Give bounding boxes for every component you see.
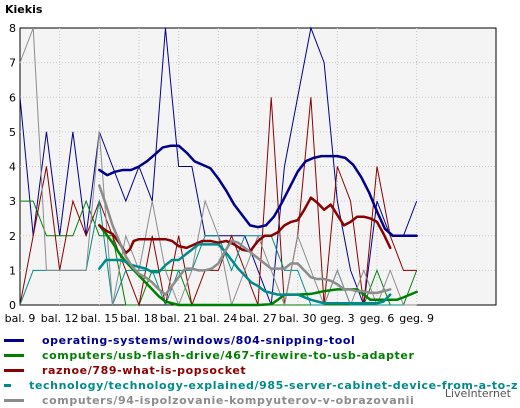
series-raw-line-3	[19, 97, 417, 307]
y-tick-label: 8	[9, 22, 16, 35]
y-tick-label: 5	[9, 126, 16, 139]
legend-label-3: raznoe/789-what-is-popsocket	[42, 364, 247, 377]
y-tick-label: 2	[9, 230, 16, 243]
x-tick-label: bal. 21	[160, 312, 198, 325]
x-tick-label: bal. 27	[239, 312, 277, 325]
legend: operating-systems/windows/804-snipping-t…	[2, 333, 518, 408]
y-axis-ticks: 0 1 2 3 4 5 6 7 8	[9, 22, 16, 312]
x-tick-label: geg. 9	[399, 312, 434, 325]
smoothed-series-lines	[98, 144, 418, 307]
series-smooth-line-3	[98, 196, 392, 255]
legend-swatch-1	[4, 339, 24, 342]
series-smooth-line-1	[98, 144, 418, 237]
legend-label-2: computers/usb-flash-drive/467-firewire-t…	[42, 349, 415, 362]
legend-item-1: operating-systems/windows/804-snipping-t…	[2, 333, 518, 348]
legend-item-4: technology/technology-explained/985-serv…	[2, 378, 518, 393]
legend-swatch-5	[4, 399, 24, 402]
legend-swatch-3	[4, 369, 24, 372]
legend-swatch-2	[4, 354, 24, 357]
x-tick-label: geg. 3	[320, 312, 355, 325]
liveinternet-credit: LiveInternet	[444, 387, 511, 400]
series-smooth-line-5	[98, 184, 392, 296]
x-tick-label: bal. 30	[279, 312, 317, 325]
legend-item-3: raznoe/789-what-is-popsocket	[2, 363, 518, 378]
legend-label-4: technology/technology-explained/985-serv…	[29, 379, 518, 392]
legend-item-5: computers/94-ispolzovanie-kompyuterov-v-…	[2, 393, 518, 408]
series-raw-line-5	[19, 27, 417, 307]
y-tick-label: 3	[9, 195, 16, 208]
y-tick-label: 7	[9, 57, 16, 70]
x-tick-label: bal. 9	[5, 312, 36, 325]
y-tick-label: 6	[9, 91, 16, 104]
x-tick-label: geg. 6	[360, 312, 395, 325]
chart-title: Kiekis	[5, 3, 43, 16]
legend-swatch-4	[4, 384, 12, 387]
x-tick-label: bal. 24	[199, 312, 237, 325]
x-tick-label: bal. 18	[120, 312, 158, 325]
y-tick-label: 1	[9, 264, 16, 277]
legend-label-5: computers/94-ispolzovanie-kompyuterov-v-…	[42, 394, 415, 407]
y-tick-label: 4	[9, 161, 16, 174]
y-tick-label: 0	[9, 299, 16, 312]
x-tick-label: bal. 15	[80, 312, 118, 325]
x-axis-ticks: bal. 9 bal. 12 bal. 15 bal. 18 bal. 21 bal. 2…	[5, 312, 434, 325]
legend-item-2: computers/usb-flash-drive/467-firewire-t…	[2, 348, 518, 363]
x-tick-label: bal. 12	[41, 312, 79, 325]
legend-label-1: operating-systems/windows/804-snipping-t…	[42, 334, 356, 347]
